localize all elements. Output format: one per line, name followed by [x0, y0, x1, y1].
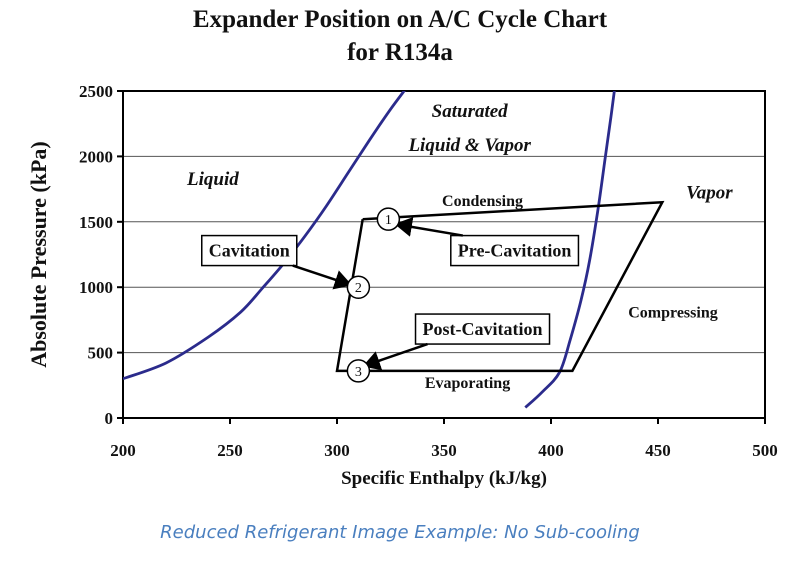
- region-label-1: Saturated: [432, 101, 509, 122]
- x-axis-title: Specific Enthalpy (kJ/kg): [341, 468, 547, 489]
- series-refrigeration-cycle: [335, 200, 665, 373]
- region-label-6: Evaporating: [425, 375, 510, 392]
- axes: 0 500 1000 1500 2000 2500 200 250 300 350 400 450 50…: [26, 82, 778, 489]
- x-tick-label-450: 450: [645, 441, 671, 460]
- annotation-0: Cavitation: [201, 234, 353, 290]
- annotation-2: Post-Cavitation: [362, 313, 551, 371]
- state-point-label-2: 2: [355, 281, 362, 296]
- x-tick-label-400: 400: [538, 441, 564, 460]
- annotation-box-1: [450, 234, 580, 267]
- state-point-1: 1: [376, 207, 401, 231]
- chart-title-line-1: Expander Position on A/C Cycle Chart: [192, 6, 608, 33]
- state-point-label-1: 1: [385, 213, 392, 228]
- plot-area: [123, 91, 665, 409]
- figure-caption: Reduced Refrigerant Image Example: No Su…: [160, 522, 640, 543]
- y-tick-label-500: 500: [88, 344, 114, 363]
- y-axis-title: Absolute Pressure (kPa): [26, 141, 51, 368]
- annotation-label-2: Post-Cavitation: [423, 319, 543, 339]
- y-tick-label-0: 0: [105, 409, 114, 428]
- x-tick-label-350: 350: [431, 441, 457, 460]
- x-tick-label-500: 500: [752, 441, 778, 460]
- y-tick-label-1000: 1000: [79, 278, 113, 297]
- y-tick-label-2500: 2500: [79, 82, 113, 101]
- region-label-5: Compressing: [628, 304, 718, 321]
- annotation-box-0: [201, 234, 298, 267]
- annotation-arrow-1: [394, 217, 464, 237]
- y-tick-label-2000: 2000: [79, 147, 113, 166]
- x-tick-label-250: 250: [217, 441, 243, 460]
- state-point-3: 3: [346, 359, 371, 383]
- annotation-arrow-2: [362, 342, 428, 371]
- region-label-0: Liquid: [186, 169, 239, 190]
- state-point-circle-2: [346, 275, 371, 299]
- x-tick-label-200: 200: [110, 441, 136, 460]
- y-tick-label-1500: 1500: [79, 213, 113, 232]
- series-saturated-liquid-line: [123, 91, 406, 381]
- series-saturated-vapor-line: [524, 91, 616, 409]
- annotation-box-2: [414, 313, 551, 345]
- state-point-label-3: 3: [355, 365, 362, 380]
- annotation-label-1: Pre-Cavitation: [458, 241, 572, 261]
- state-point-2: 2: [346, 275, 371, 299]
- x-tick-label-300: 300: [324, 441, 350, 460]
- state-point-circle-3: [346, 359, 371, 383]
- chart-title-line-2: for R134a: [347, 39, 453, 66]
- region-label-3: Vapor: [686, 182, 733, 203]
- gridlines: [123, 155, 765, 354]
- region-label-4: Condensing: [442, 193, 523, 210]
- annotation-arrow-0: [292, 264, 353, 290]
- region-label-2: Liquid & Vapor: [407, 135, 531, 156]
- annotation-1: Pre-Cavitation: [394, 217, 580, 267]
- chart-labels: Liquid Saturated Liquid & Vapor Vapor Conden…: [186, 101, 733, 392]
- annotation-label-0: Cavitation: [209, 241, 290, 261]
- state-point-circle-1: [376, 207, 401, 231]
